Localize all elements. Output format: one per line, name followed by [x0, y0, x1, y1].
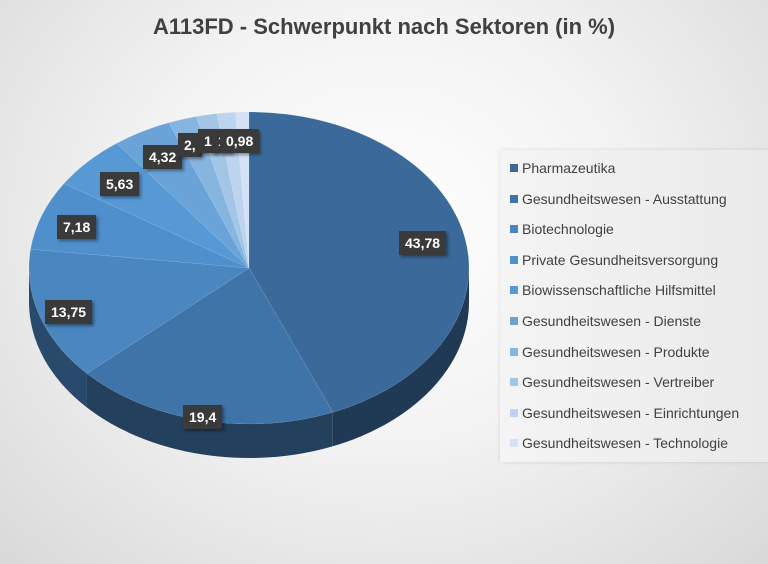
pie-slice-side	[86, 373, 333, 458]
data-label: 2,	[178, 133, 202, 157]
legend-label: Gesundheitswesen - Dienste	[522, 313, 701, 329]
legend-item: Gesundheitswesen - Technologie	[510, 433, 728, 453]
data-label: 19,4	[183, 405, 223, 429]
legend-swatch	[510, 286, 518, 295]
legend-swatch	[510, 378, 518, 387]
legend-item: Gesundheitswesen - Ausstattung	[510, 189, 727, 209]
legend-swatch	[510, 408, 518, 417]
legend-label: Biowissenschaftliche Hilfsmittel	[522, 282, 716, 299]
legend: Pharmazeutika Gesundheitswesen - Ausstatt…	[500, 150, 768, 462]
pie-slice	[30, 183, 250, 269]
legend-item: Gesundheitswesen - Vertreiber	[510, 372, 714, 392]
legend-swatch	[510, 317, 518, 325]
legend-item: Pharmazeutika	[510, 158, 615, 178]
pie-chart	[28, 111, 470, 458]
pie-slice	[28, 248, 250, 374]
legend-item: Gesundheitswesen - Einrichtungen	[510, 403, 739, 423]
pie-slice-side	[332, 268, 469, 447]
data-label: 4,32	[143, 145, 183, 169]
pie-slice	[248, 111, 470, 413]
data-label: 0,98	[220, 129, 260, 153]
data-label: 5,63	[100, 172, 140, 196]
legend-swatch	[510, 255, 518, 264]
legend-label: Private Gesundheitsversorgung	[522, 251, 719, 268]
legend-label: Gesundheitswesen - Vertreiber	[522, 374, 715, 391]
legend-swatch	[510, 194, 518, 203]
data-label: 13,75	[45, 300, 93, 324]
legend-label: Gesundheitswesen - Einrichtungen	[522, 404, 740, 421]
legend-item: Biotechnologie	[510, 219, 614, 239]
legend-label: Gesundheitswesen - Ausstattung	[522, 190, 727, 207]
legend-swatch	[510, 164, 518, 172]
legend-swatch	[510, 439, 518, 448]
legend-swatch	[510, 347, 518, 356]
legend-item: Biowissenschaftliche Hilfsmittel	[510, 280, 716, 300]
legend-item: Gesundheitswesen - Produkte	[510, 342, 710, 362]
legend-item: Gesundheitswesen - Dienste	[510, 311, 701, 331]
legend-label: Pharmazeutika	[522, 160, 616, 176]
legend-swatch	[510, 225, 518, 234]
data-label: 7,18	[57, 215, 97, 239]
legend-label: Gesundheitswesen - Technologie	[522, 435, 728, 452]
legend-label: Biotechnologie	[522, 221, 614, 238]
legend-item: Private Gesundheitsversorgung	[510, 250, 718, 270]
data-label: 43,78	[399, 231, 447, 255]
legend-label: Gesundheitswesen - Produkte	[522, 343, 710, 360]
chart-title: A113FD - Schwerpunkt nach Sektoren (in %…	[152, 14, 616, 39]
pie-slice-side	[29, 268, 87, 408]
